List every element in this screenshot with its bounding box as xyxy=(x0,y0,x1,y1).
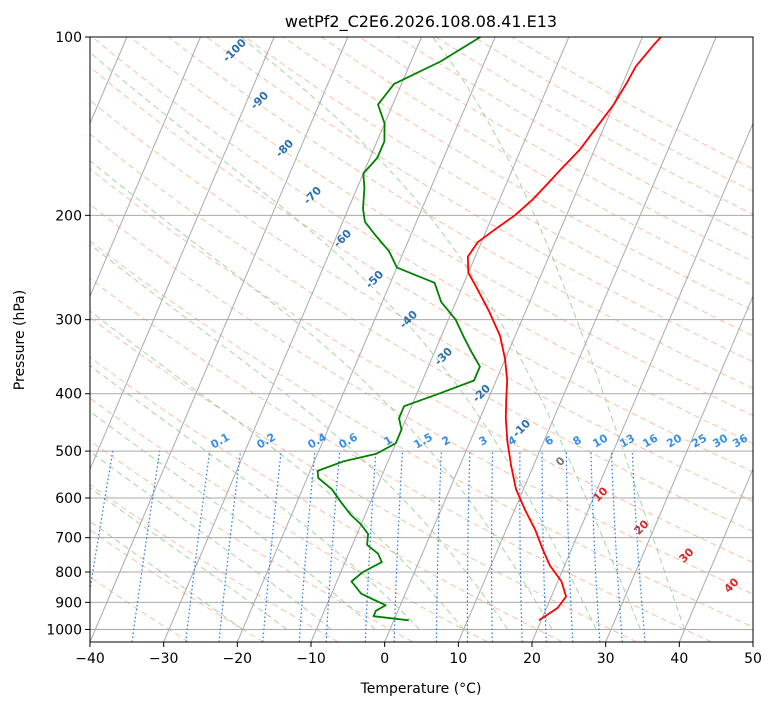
dry-adiabat-line xyxy=(90,356,563,642)
y-tick-label: 800 xyxy=(55,565,82,581)
isotherm-line xyxy=(752,640,753,642)
moist-adiabat-line xyxy=(90,160,553,630)
dry-adiabat-line xyxy=(282,37,753,312)
y-tick-label: 700 xyxy=(55,531,82,547)
plot-background xyxy=(90,37,753,642)
isotherm-line xyxy=(236,37,496,642)
isotherm-line xyxy=(163,37,422,642)
dry-adiabat-line xyxy=(90,133,753,533)
series-lines xyxy=(316,37,662,622)
moist-adiabat-line xyxy=(90,310,465,630)
dry-adiabat-line xyxy=(90,240,753,628)
x-tick-label: 30 xyxy=(597,651,615,667)
dry-adiabat-line xyxy=(90,529,264,642)
x-tick-label: −40 xyxy=(75,651,105,667)
dry-adiabat-line xyxy=(90,278,712,642)
mixing-ratio-line xyxy=(90,450,114,594)
x-tick-label: −10 xyxy=(296,651,326,667)
mixing-ratio-line xyxy=(298,451,316,642)
dry-adiabat-line xyxy=(168,37,753,389)
y-tick-label: 600 xyxy=(55,491,82,507)
mixing-ratio-line xyxy=(185,451,211,642)
y-tick-label: 300 xyxy=(55,313,82,329)
moist-adiabat-line xyxy=(432,37,686,630)
isotherm-line xyxy=(310,37,570,642)
isotherm-line xyxy=(90,37,201,298)
y-axis: 100 200 300 400 500 600 700 800 900 1000 xyxy=(46,30,90,638)
x-tick-label: −30 xyxy=(149,651,179,667)
x-tick-label: 50 xyxy=(744,651,762,667)
isotherm-line xyxy=(678,467,753,642)
chart-title: wetPf2_C2E6.2026.108.08.41.E13 xyxy=(285,12,557,32)
mixing-ratio-line xyxy=(631,451,646,642)
plot-frame xyxy=(89,36,754,643)
isotherm-line xyxy=(384,37,643,642)
isotherm-line xyxy=(531,122,753,642)
isotherm-line xyxy=(90,37,349,642)
isotherm-line xyxy=(605,295,753,642)
x-tick-label: 20 xyxy=(523,651,541,667)
y-tick-label: 100 xyxy=(55,30,82,46)
y-tick-label: 500 xyxy=(55,444,82,460)
y-axis-label: Pressure (hPa) xyxy=(12,290,28,390)
moist-adiabat-line xyxy=(90,51,597,630)
dry-adiabat-line xyxy=(90,99,753,502)
dry-adiabat-line xyxy=(90,203,753,595)
dry-adiabat-line xyxy=(90,483,339,642)
y-tick-label: 900 xyxy=(55,595,82,611)
x-tick-label: 0 xyxy=(380,651,389,667)
x-axis: −40 −30 −20 −10 0 10 20 30 40 50 xyxy=(75,642,762,667)
moist-adiabat-line xyxy=(90,520,243,630)
dewpoint-line xyxy=(316,37,481,622)
y-tick-label: 200 xyxy=(55,208,82,224)
x-tick-label: 40 xyxy=(670,651,688,667)
isotherm-line xyxy=(457,37,717,642)
temperature-line xyxy=(466,37,662,622)
dry-adiabat-line xyxy=(90,316,638,642)
x-axis-label: Temperature (°C) xyxy=(360,681,482,697)
dry-adiabat-line xyxy=(130,37,753,417)
moist-adiabat-line xyxy=(90,487,288,630)
background-lines xyxy=(90,37,753,642)
dry-adiabat-line xyxy=(91,37,753,445)
x-tick-label: −20 xyxy=(223,651,253,667)
moist-adiabat-line xyxy=(240,37,641,630)
dry-adiabat-line xyxy=(244,37,753,337)
moist-adiabat-line xyxy=(90,410,376,630)
isotherm-line xyxy=(90,37,275,471)
moist-adiabat-line xyxy=(90,243,509,630)
y-tick-label: 400 xyxy=(55,387,82,403)
mixing-ratio-line xyxy=(262,451,282,642)
y-tick-label: 1000 xyxy=(46,622,82,638)
mixing-ratio-line xyxy=(131,451,161,642)
x-tick-label: 10 xyxy=(449,651,467,667)
mixing-ratio-line xyxy=(218,451,242,642)
